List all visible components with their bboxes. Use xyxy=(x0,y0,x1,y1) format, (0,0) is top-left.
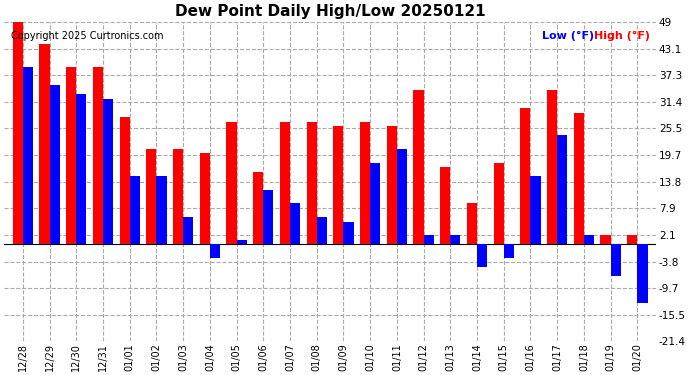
Bar xyxy=(39,44,50,244)
Bar xyxy=(387,126,397,244)
Bar xyxy=(264,190,273,244)
Bar xyxy=(237,240,247,244)
Bar xyxy=(477,244,487,267)
Bar xyxy=(547,90,558,244)
Bar xyxy=(574,112,584,244)
Bar xyxy=(157,176,166,244)
Bar xyxy=(199,153,210,244)
Bar xyxy=(584,235,594,244)
Text: Low (°F): Low (°F) xyxy=(542,32,594,41)
Bar xyxy=(360,122,371,244)
Bar xyxy=(638,244,647,303)
Bar xyxy=(600,235,611,244)
Bar xyxy=(253,172,264,244)
Bar xyxy=(50,85,60,244)
Bar xyxy=(558,135,567,244)
Bar xyxy=(66,67,77,244)
Bar xyxy=(611,244,621,276)
Bar xyxy=(317,217,327,244)
Bar xyxy=(93,67,103,244)
Bar xyxy=(397,149,407,244)
Bar xyxy=(226,122,237,244)
Bar xyxy=(306,122,317,244)
Bar xyxy=(12,22,23,244)
Bar xyxy=(493,162,504,244)
Bar xyxy=(77,94,86,244)
Bar xyxy=(344,222,353,244)
Text: Copyright 2025 Curtronics.com: Copyright 2025 Curtronics.com xyxy=(10,32,164,41)
Bar xyxy=(23,67,33,244)
Bar xyxy=(290,203,300,244)
Title: Dew Point Daily High/Low 20250121: Dew Point Daily High/Low 20250121 xyxy=(175,4,486,19)
Bar xyxy=(520,108,531,244)
Bar xyxy=(627,235,638,244)
Bar xyxy=(413,90,424,244)
Text: High (°F): High (°F) xyxy=(593,32,649,41)
Bar xyxy=(103,99,113,244)
Bar xyxy=(451,235,460,244)
Bar xyxy=(531,176,541,244)
Bar xyxy=(467,203,477,244)
Bar xyxy=(183,217,193,244)
Bar xyxy=(173,149,183,244)
Bar xyxy=(504,244,514,258)
Bar xyxy=(280,122,290,244)
Bar xyxy=(371,162,380,244)
Bar xyxy=(440,167,451,244)
Bar xyxy=(333,126,344,244)
Bar xyxy=(119,117,130,244)
Bar xyxy=(146,149,157,244)
Bar xyxy=(424,235,434,244)
Bar xyxy=(210,244,220,258)
Bar xyxy=(130,176,140,244)
